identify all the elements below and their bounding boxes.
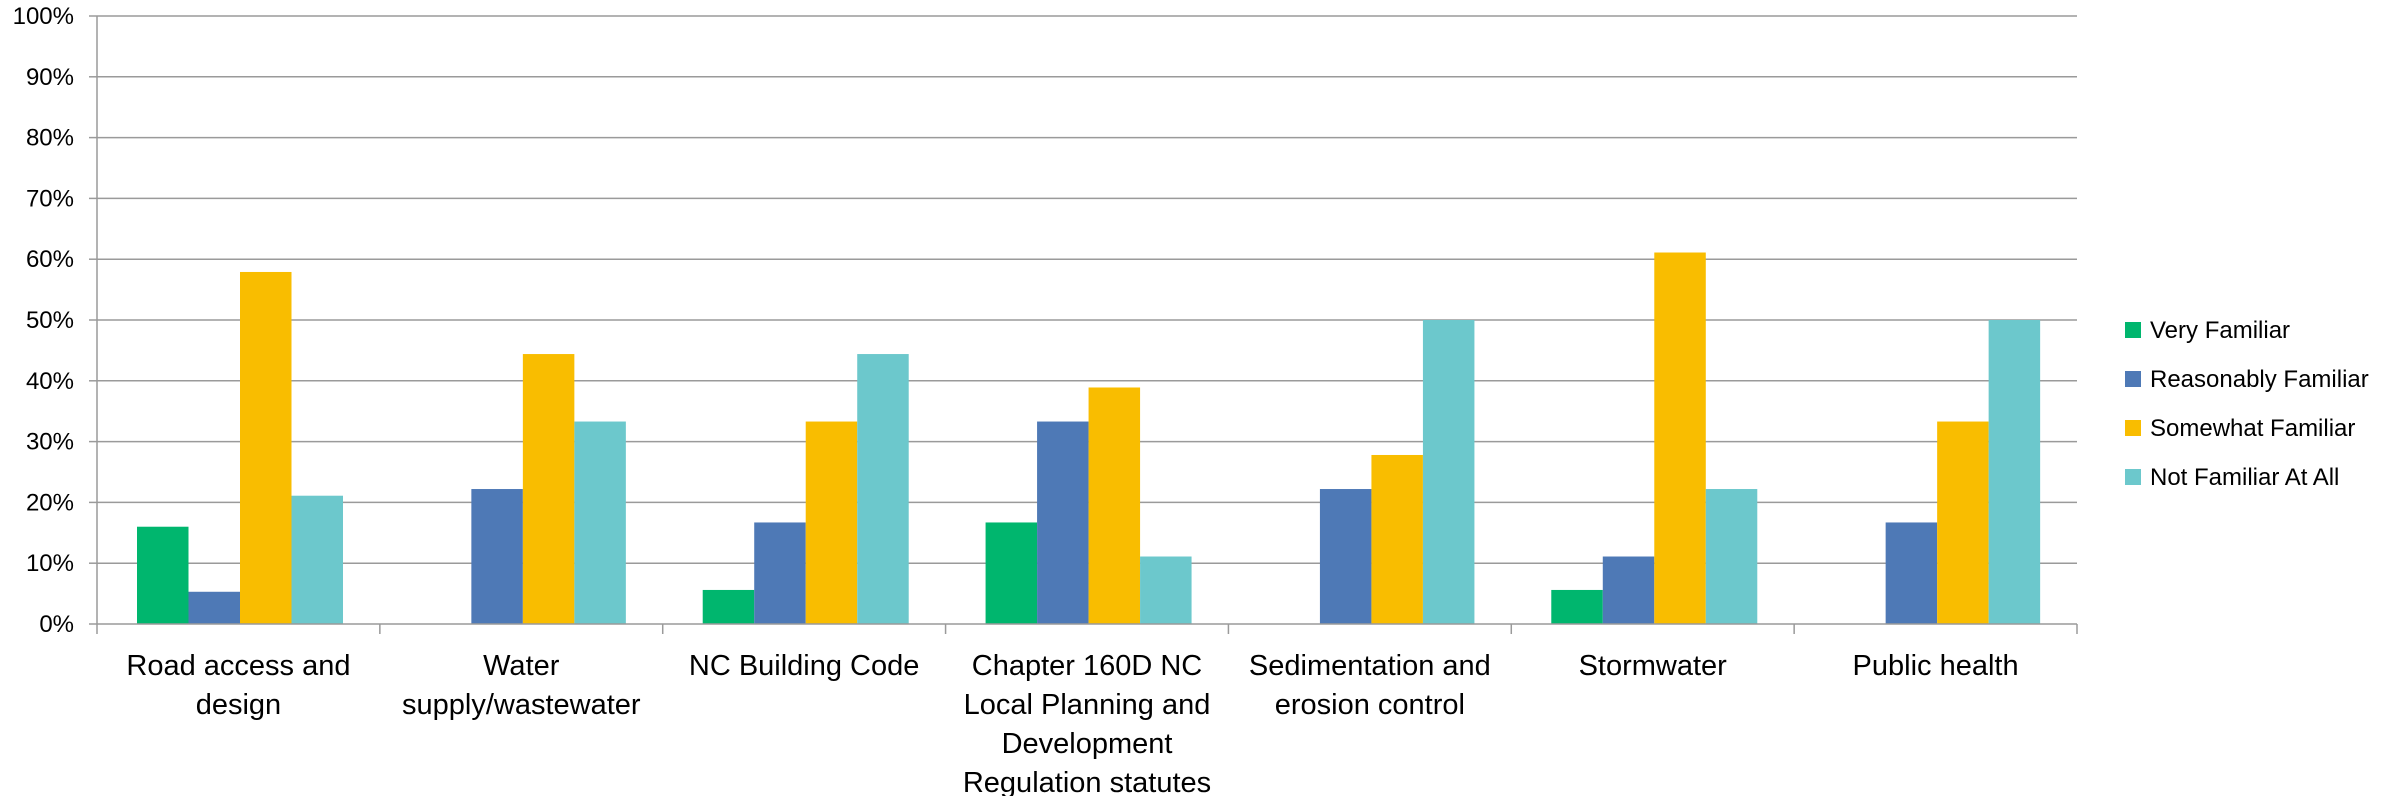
bar-reasonably-familiar: [1602, 556, 1655, 624]
bar-not-familiar-at-all: [857, 354, 909, 624]
bar-not-familiar-at-all: [1705, 489, 1758, 624]
legend-label: Very Familiar: [2150, 317, 2290, 344]
bar-somewhat-familiar: [522, 354, 575, 624]
bar-reasonably-familiar: [1319, 489, 1372, 624]
x-tick-label: Sedimentation and erosion control: [1249, 650, 1491, 721]
bar-very-familiar: [1551, 589, 1603, 624]
x-tick-label: Public health: [1853, 650, 2019, 682]
y-tick-label: 90%: [26, 64, 74, 91]
y-tick-label: 30%: [26, 429, 74, 456]
bar-somewhat-familiar: [805, 421, 858, 624]
bar-reasonably-familiar: [1885, 522, 1938, 624]
bar-very-familiar: [985, 522, 1038, 624]
bar-not-familiar-at-all: [291, 495, 343, 624]
x-tick-label: Road access and design: [126, 650, 350, 721]
bar-not-familiar-at-all: [574, 421, 626, 624]
x-tick-label: Stormwater: [1579, 650, 1728, 682]
y-tick-label: 50%: [26, 307, 74, 334]
bar-somewhat-familiar: [1937, 421, 1989, 624]
legend-swatch: [2125, 322, 2141, 338]
bar-reasonably-familiar: [188, 591, 240, 624]
bars: [137, 252, 2041, 624]
x-tick-label: Water supply/wastewater: [402, 650, 641, 721]
bar-somewhat-familiar: [240, 271, 292, 624]
bar-not-familiar-at-all: [1988, 320, 2041, 624]
y-tick-label: 80%: [26, 125, 74, 152]
bar-reasonably-familiar: [754, 522, 806, 624]
legend-swatch: [2125, 469, 2141, 485]
x-tick-label: NC Building Code: [689, 650, 920, 682]
y-tick-label: 70%: [26, 185, 74, 212]
x-tick-label: Chapter 160D NC Local Planning and Develop…: [963, 650, 1211, 796]
legend: Very Familiar Reasonably Familiar Somewhat…: [2125, 317, 2369, 491]
bar-very-familiar: [702, 589, 755, 624]
legend-swatch: [2125, 420, 2141, 436]
y-tick-label: 100%: [13, 3, 74, 30]
bar-not-familiar-at-all: [1140, 556, 1192, 624]
gridlines: [97, 15, 2077, 564]
x-axis-ticks: Road access and design Water supply/wastewa…: [126, 650, 2018, 796]
y-tick-label: 60%: [26, 246, 74, 273]
y-tick-label: 0%: [39, 611, 74, 638]
bar-very-familiar: [137, 526, 189, 624]
y-axis-ticks: 0% 10% 20% 30% 40% 50% 60% 70% 80% 90% 100%: [13, 3, 74, 638]
y-tick-label: 10%: [26, 550, 74, 577]
bar-somewhat-familiar: [1088, 387, 1141, 624]
axes: [89, 15, 2078, 634]
bar-reasonably-familiar: [1037, 421, 1089, 624]
legend-label: Not Familiar At All: [2150, 464, 2339, 491]
legend-label: Somewhat Familiar: [2150, 415, 2355, 442]
bar-reasonably-familiar: [471, 489, 523, 624]
legend-swatch: [2125, 371, 2141, 387]
bar-somewhat-familiar: [1371, 454, 1423, 624]
bar-not-familiar-at-all: [1422, 320, 1475, 624]
y-tick-label: 20%: [26, 489, 74, 516]
bar-somewhat-familiar: [1654, 252, 1706, 624]
y-tick-label: 40%: [26, 368, 74, 395]
legend-label: Reasonably Familiar: [2150, 366, 2369, 393]
